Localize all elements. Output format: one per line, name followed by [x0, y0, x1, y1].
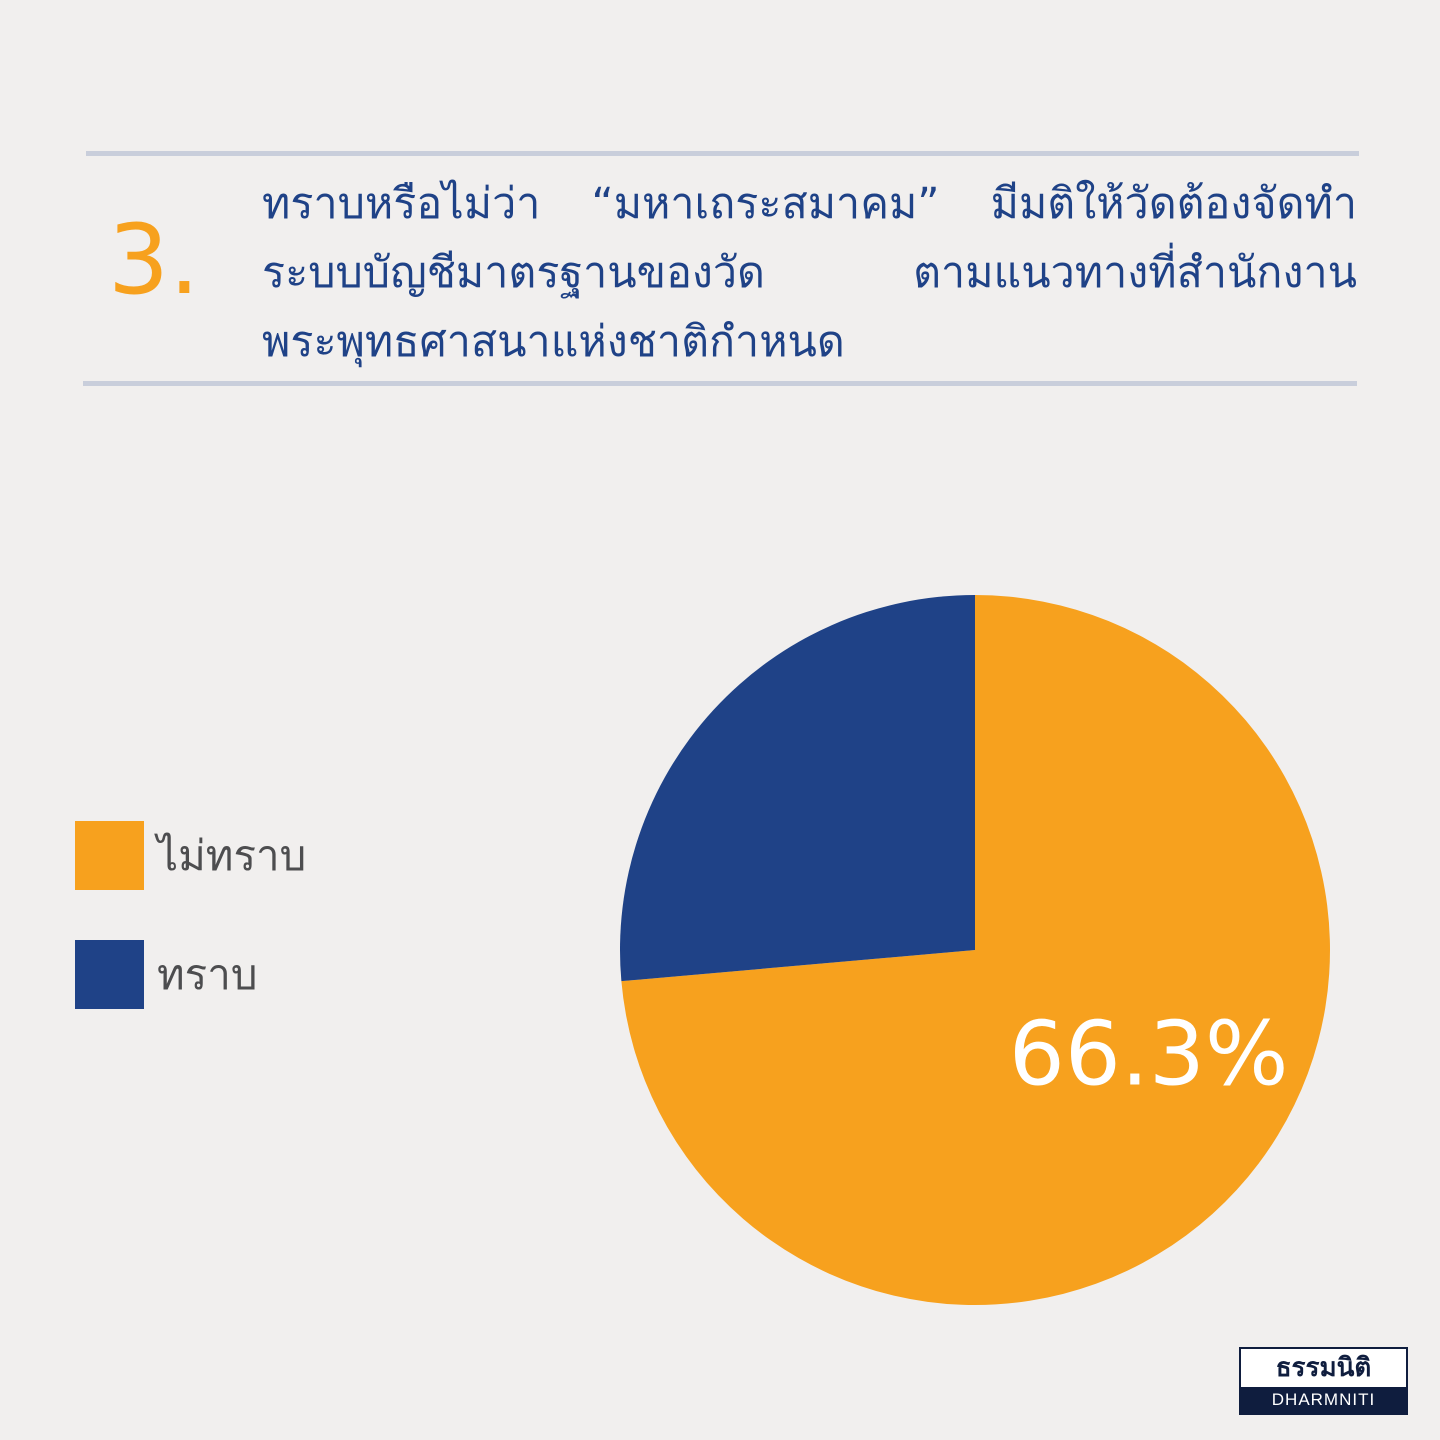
dharmniti-logo: ธรรมนิติ DHARMNITI [1239, 1347, 1408, 1415]
legend-swatch-know [75, 940, 144, 1009]
bottom-divider [83, 381, 1357, 386]
legend-item-dont-know: ไม่ทราบ [75, 821, 306, 890]
top-divider [86, 151, 1359, 156]
pie-slice-0 [621, 595, 1330, 1305]
legend-item-know: ทราบ [75, 940, 306, 1009]
legend-label-dont-know: ไม่ทราบ [157, 831, 307, 880]
legend-swatch-dont-know [75, 821, 144, 890]
chart-legend: ไม่ทราบ ทราบ [75, 821, 306, 1059]
logo-thai-text: ธรรมนิติ [1275, 1353, 1372, 1383]
question-text: ทราบหรือไม่ว่า “มหาเถระสมาคม” มีมติให้วั… [262, 179, 1357, 367]
pie-slice-1 [620, 595, 975, 982]
pie-chart: 66.3% [620, 595, 1330, 1305]
logo-english-text: DHARMNITI [1241, 1387, 1406, 1413]
legend-label-know: ทราบ [157, 950, 258, 999]
question-number: 3. [108, 204, 200, 316]
pie-data-label-0: 66.3% [1009, 1002, 1289, 1105]
